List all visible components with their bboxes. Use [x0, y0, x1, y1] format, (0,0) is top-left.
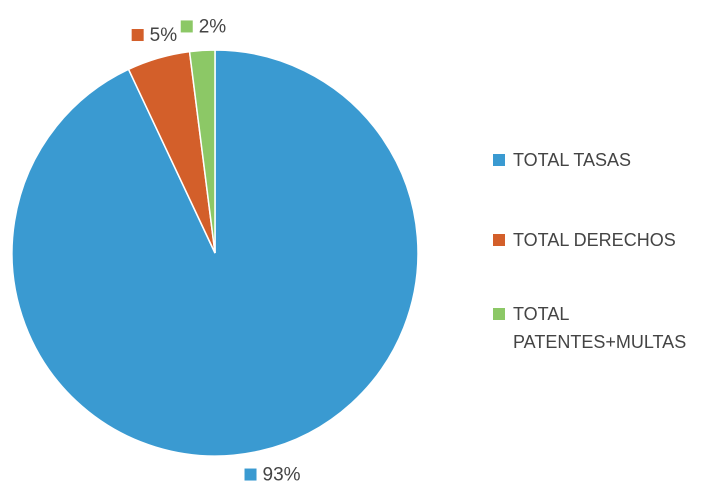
legend-item: TOTAL TASAS	[493, 146, 723, 174]
legend-item: TOTAL DERECHOS	[493, 226, 723, 254]
legend-swatch	[493, 308, 505, 320]
data-label: 2%	[199, 16, 227, 37]
data-label-swatch	[131, 29, 144, 42]
pie-slice	[188, 49, 216, 254]
legend-label: TOTAL PATENTES+MULTAS	[513, 304, 687, 352]
legend-swatch	[493, 154, 505, 166]
data-label: 93%	[263, 465, 301, 486]
legend-label: TOTAL TASAS	[513, 150, 632, 170]
data-label-swatch	[244, 468, 257, 481]
data-label-swatch	[180, 20, 193, 33]
legend-swatch	[493, 234, 505, 246]
data-label: 5%	[150, 25, 178, 46]
legend-label: TOTAL DERECHOS	[513, 230, 676, 250]
legend-item: TOTAL PATENTES+MULTAS	[493, 300, 723, 356]
